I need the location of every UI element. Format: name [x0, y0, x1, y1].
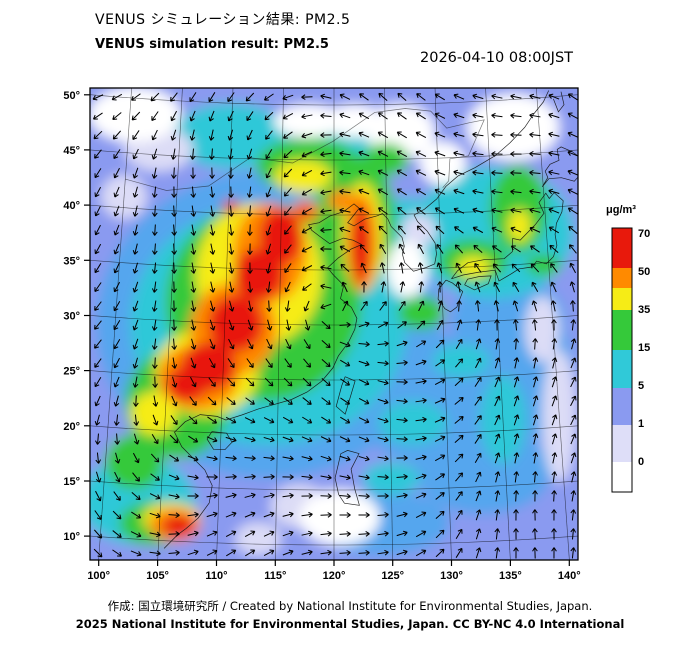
credit-line: 作成: 国立環境研究所 / Created by National Instit… — [107, 599, 593, 613]
title-japanese: VENUS シミュレーション結果: PM2.5 — [95, 12, 351, 28]
svg-text:15°: 15° — [63, 476, 80, 488]
svg-text:125°: 125° — [381, 570, 404, 582]
license-line: 2025 National Institute for Environmenta… — [75, 617, 625, 631]
svg-text:30°: 30° — [63, 311, 80, 323]
colorbar: 70 50 35 15 5 1 0 μg/m³ — [606, 204, 650, 493]
svg-text:110°: 110° — [205, 570, 227, 582]
timestamp-label: 2026-04-10 08:00JST — [420, 50, 574, 66]
svg-text:40°: 40° — [63, 200, 80, 212]
svg-text:120°: 120° — [323, 570, 346, 582]
title-english: VENUS simulation result: PM2.5 — [95, 37, 329, 52]
svg-text:20°: 20° — [63, 421, 80, 433]
svg-text:5: 5 — [638, 380, 644, 392]
svg-text:25°: 25° — [63, 366, 80, 378]
pm25-concentration-field — [90, 88, 578, 560]
svg-text:100°: 100° — [87, 570, 110, 582]
svg-text:μg/m³: μg/m³ — [606, 204, 636, 216]
svg-text:105°: 105° — [146, 570, 169, 582]
svg-text:70: 70 — [638, 228, 650, 240]
svg-text:140°: 140° — [558, 570, 581, 582]
wind-arrows-layer — [92, 92, 578, 559]
svg-text:15: 15 — [638, 342, 650, 354]
svg-text:115°: 115° — [264, 570, 286, 582]
svg-text:0: 0 — [638, 456, 644, 468]
svg-text:130°: 130° — [440, 570, 463, 582]
svg-text:1: 1 — [638, 418, 644, 430]
svg-text:135°: 135° — [499, 570, 522, 582]
svg-text:50: 50 — [638, 266, 650, 278]
svg-text:50°: 50° — [63, 90, 80, 102]
svg-text:35°: 35° — [63, 255, 80, 267]
svg-text:10°: 10° — [63, 531, 80, 543]
svg-text:35: 35 — [638, 304, 650, 316]
axis-ticks: 100° 105° 110° 115° 120° 125° 130° 135° 140° 50° 4… — [63, 90, 580, 582]
svg-text:45°: 45° — [63, 145, 80, 157]
